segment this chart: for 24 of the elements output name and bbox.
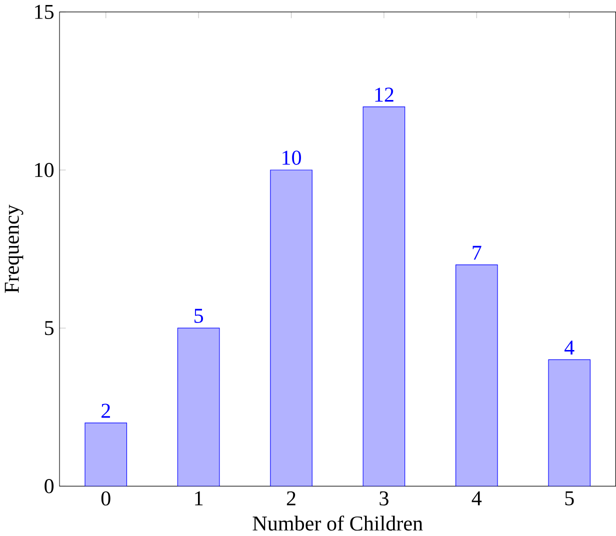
bar <box>456 264 498 486</box>
y-tick-label: 15 <box>35 5 54 20</box>
data-label: 2 <box>102 404 110 418</box>
x-tick-label: 3 <box>380 492 388 506</box>
x-tick-label: 4 <box>472 492 482 506</box>
y-tick-label: 10 <box>35 163 54 178</box>
data-label: 5 <box>194 309 204 324</box>
data-label: 10 <box>282 150 301 166</box>
x-tick-label: 2 <box>286 492 296 506</box>
x-tick-label: 0 <box>101 492 110 506</box>
y-axis-title: Frequency <box>4 204 24 294</box>
y-tick-label: 0 <box>44 479 54 494</box>
bar <box>548 360 591 486</box>
x-tick-label: 1 <box>195 492 203 506</box>
x-axis-title: Number of Children <box>252 516 423 531</box>
bar <box>362 106 406 486</box>
bar <box>177 328 220 486</box>
bar <box>84 422 128 486</box>
data-label: 4 <box>564 340 574 355</box>
data-label: 7 <box>472 246 482 260</box>
x-tick-label: 5 <box>565 492 574 506</box>
data-label: 12 <box>375 88 394 102</box>
bar <box>270 170 312 486</box>
y-tick-label: 5 <box>45 321 54 336</box>
